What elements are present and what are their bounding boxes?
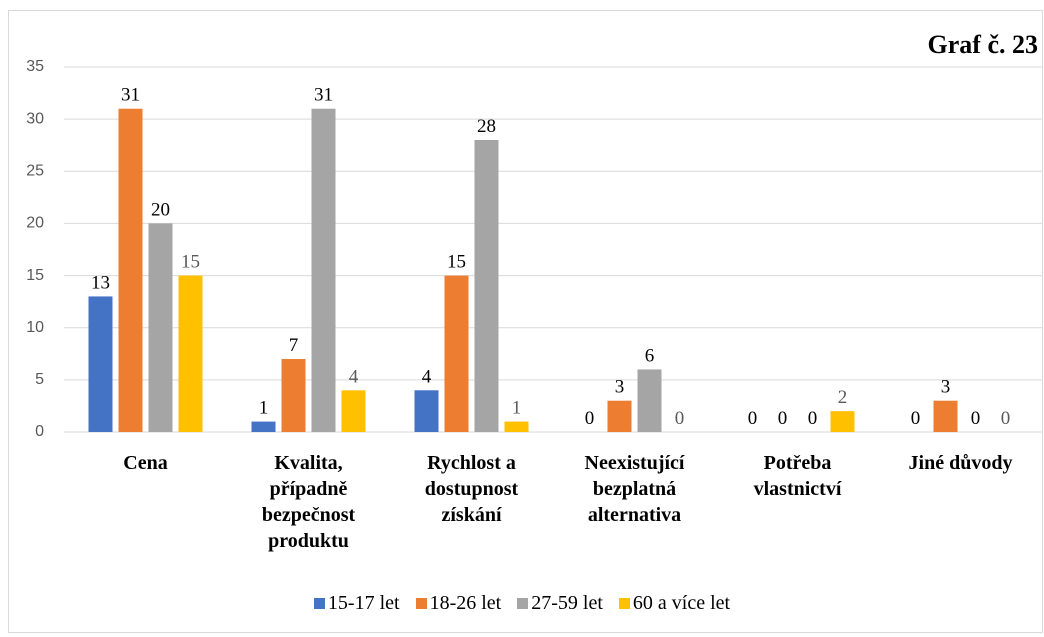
bar (504, 421, 529, 432)
bar (118, 108, 143, 432)
y-tick-label: 15 (26, 267, 44, 284)
data-label: 0 (1001, 408, 1011, 429)
data-label: 1 (259, 398, 269, 419)
chart-border (8, 10, 1043, 633)
y-tick-label: 25 (26, 163, 44, 180)
data-label: 7 (289, 335, 299, 356)
legend-item: 15-17 let (313, 592, 400, 614)
legend-item: 60 a více let (618, 592, 731, 614)
legend-label: 60 a více let (632, 592, 731, 614)
data-label: 31 (314, 85, 333, 106)
data-label: 15 (447, 252, 466, 273)
bar (251, 421, 276, 432)
x-tick-label: Rychlost a dostupnost získání (424, 452, 519, 526)
data-label: 0 (748, 408, 758, 429)
data-label: 0 (778, 408, 788, 429)
bar (474, 140, 499, 432)
data-label: 2 (838, 387, 848, 408)
bar (311, 108, 336, 432)
legend-swatch (618, 598, 630, 609)
data-label: 0 (585, 408, 595, 429)
data-label: 15 (181, 252, 200, 273)
data-label: 0 (675, 408, 685, 429)
legend: 15-17 let 18-26 let 27-59 let 60 a více let (0, 592, 1044, 615)
bar (281, 359, 306, 432)
legend-label: 15-17 let (327, 592, 400, 614)
x-tick-label: Cena (123, 452, 168, 474)
bar (607, 400, 632, 432)
legend-item: 27-59 let (517, 592, 603, 614)
data-label: 0 (971, 408, 981, 429)
legend-item: 18-26 let (415, 592, 502, 614)
data-label: 0 (911, 408, 921, 429)
data-label: 20 (151, 199, 170, 220)
data-label: 13 (91, 272, 110, 293)
data-label: 31 (121, 85, 140, 106)
data-label: 3 (941, 377, 951, 398)
data-label: 3 (615, 377, 625, 398)
legend-swatch (313, 598, 325, 609)
x-tick-label: Jiné důvody (908, 452, 1013, 474)
data-label: 0 (808, 408, 818, 429)
data-label: 28 (477, 116, 496, 137)
data-label: 1 (512, 398, 522, 419)
chart-title: Graf č. 23 (927, 30, 1038, 59)
x-tick-label: Potřeba vlastnictví (753, 452, 842, 500)
bar (341, 390, 366, 432)
bar (444, 275, 469, 432)
data-label: 4 (422, 366, 432, 387)
y-tick-label: 35 (26, 58, 44, 75)
bar (933, 400, 958, 432)
legend-label: 27-59 let (531, 592, 603, 614)
bar (414, 390, 439, 432)
bar (148, 223, 173, 432)
y-tick-label: 10 (26, 319, 44, 336)
legend-swatch (415, 598, 427, 609)
data-label: 6 (645, 345, 655, 366)
bar (178, 275, 203, 432)
legend-swatch (517, 598, 529, 609)
x-tick-label: Neexistující bezplatná alternativa (584, 452, 685, 526)
y-tick-label: 30 (26, 110, 44, 127)
y-tick-label: 0 (35, 423, 44, 440)
data-label: 4 (349, 366, 359, 387)
y-tick-label: 5 (35, 371, 44, 388)
x-tick-label: Kvalita, případně bezpečnost produktu (261, 452, 356, 552)
bar (830, 411, 855, 432)
y-tick-label: 20 (26, 215, 44, 232)
bar (88, 296, 113, 432)
bar (637, 369, 662, 432)
legend-label: 18-26 let (429, 592, 502, 614)
